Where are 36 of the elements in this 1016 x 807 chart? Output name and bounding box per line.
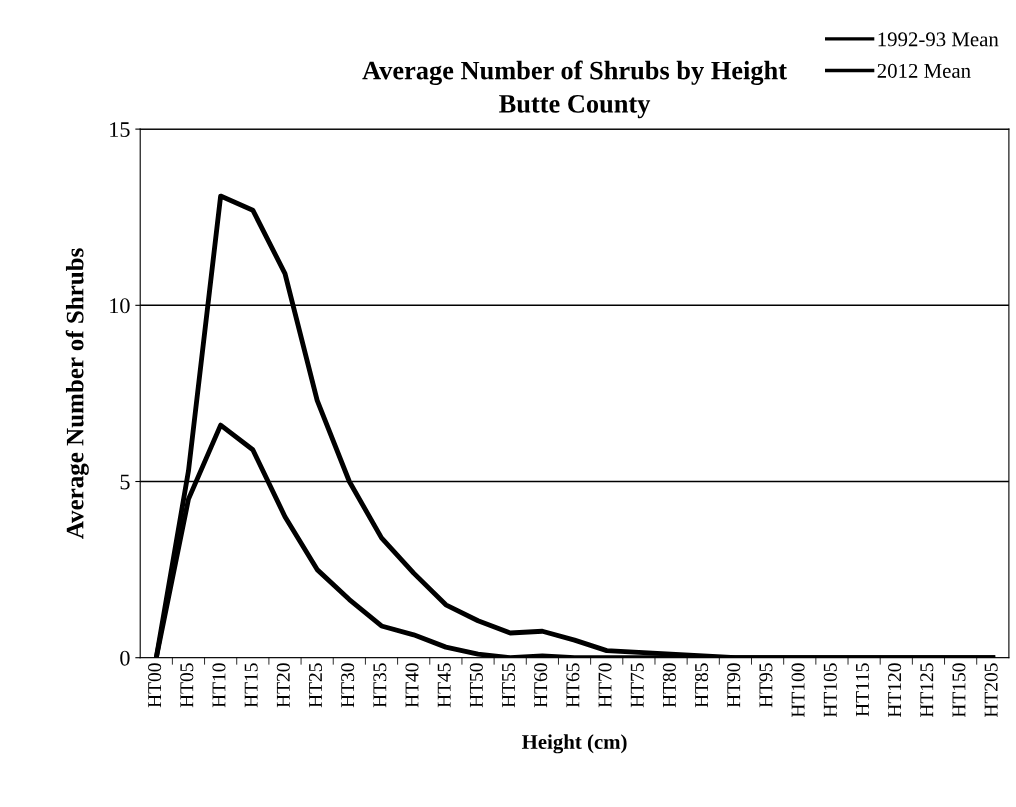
- x-tick-label: HT35: [373, 663, 387, 708]
- x-tick-label: HT05: [180, 663, 194, 708]
- y-axis-title: Average Number of Shrubs: [65, 248, 89, 539]
- x-tick-label: HT50: [469, 663, 483, 708]
- y-tick-label: 5: [120, 474, 130, 490]
- x-tick-label: HT120: [888, 663, 902, 718]
- x-tick-label: HT80: [662, 663, 676, 708]
- x-tick-label: HT45: [437, 663, 451, 708]
- y-tick-label: 0: [120, 650, 130, 666]
- y-tick-label: 10: [110, 298, 130, 314]
- x-tick-label: HT105: [823, 663, 837, 718]
- x-tick-label: HT75: [630, 663, 644, 708]
- chart-title: Average Number of Shrubs by Height Butte County: [362, 60, 787, 119]
- x-tick-label: HT25: [308, 663, 323, 708]
- x-tick-label: HT55: [502, 663, 516, 708]
- x-tick-label: HT125: [920, 663, 934, 718]
- x-tick-label: HT00: [148, 663, 162, 708]
- x-tick-label: HT30: [341, 663, 355, 708]
- x-tick-label: HT15: [244, 663, 258, 708]
- x-axis-title: Height (cm): [521, 734, 627, 754]
- legend-label: 2012 Mean: [877, 63, 971, 78]
- x-tick-label: HT10: [212, 663, 226, 708]
- x-tick-label: HT100: [791, 663, 805, 718]
- x-tick-label: HT40: [405, 663, 419, 708]
- x-tick-label: HT115: [855, 663, 869, 717]
- x-tick-label: HT65: [566, 663, 580, 708]
- legend-label: 1992-93 Mean: [878, 32, 999, 47]
- x-tick-label: HT60: [534, 663, 548, 708]
- x-tick-label: HT70: [598, 663, 612, 708]
- x-tick-label: HT85: [694, 663, 709, 708]
- x-tick-label: HT90: [727, 663, 741, 708]
- y-tick-label: 15: [110, 122, 130, 138]
- x-tick-label: HT205: [984, 663, 998, 718]
- x-tick-label: HT20: [276, 663, 290, 708]
- x-tick-label: HT95: [759, 663, 773, 708]
- x-tick-label: HT150: [952, 663, 966, 718]
